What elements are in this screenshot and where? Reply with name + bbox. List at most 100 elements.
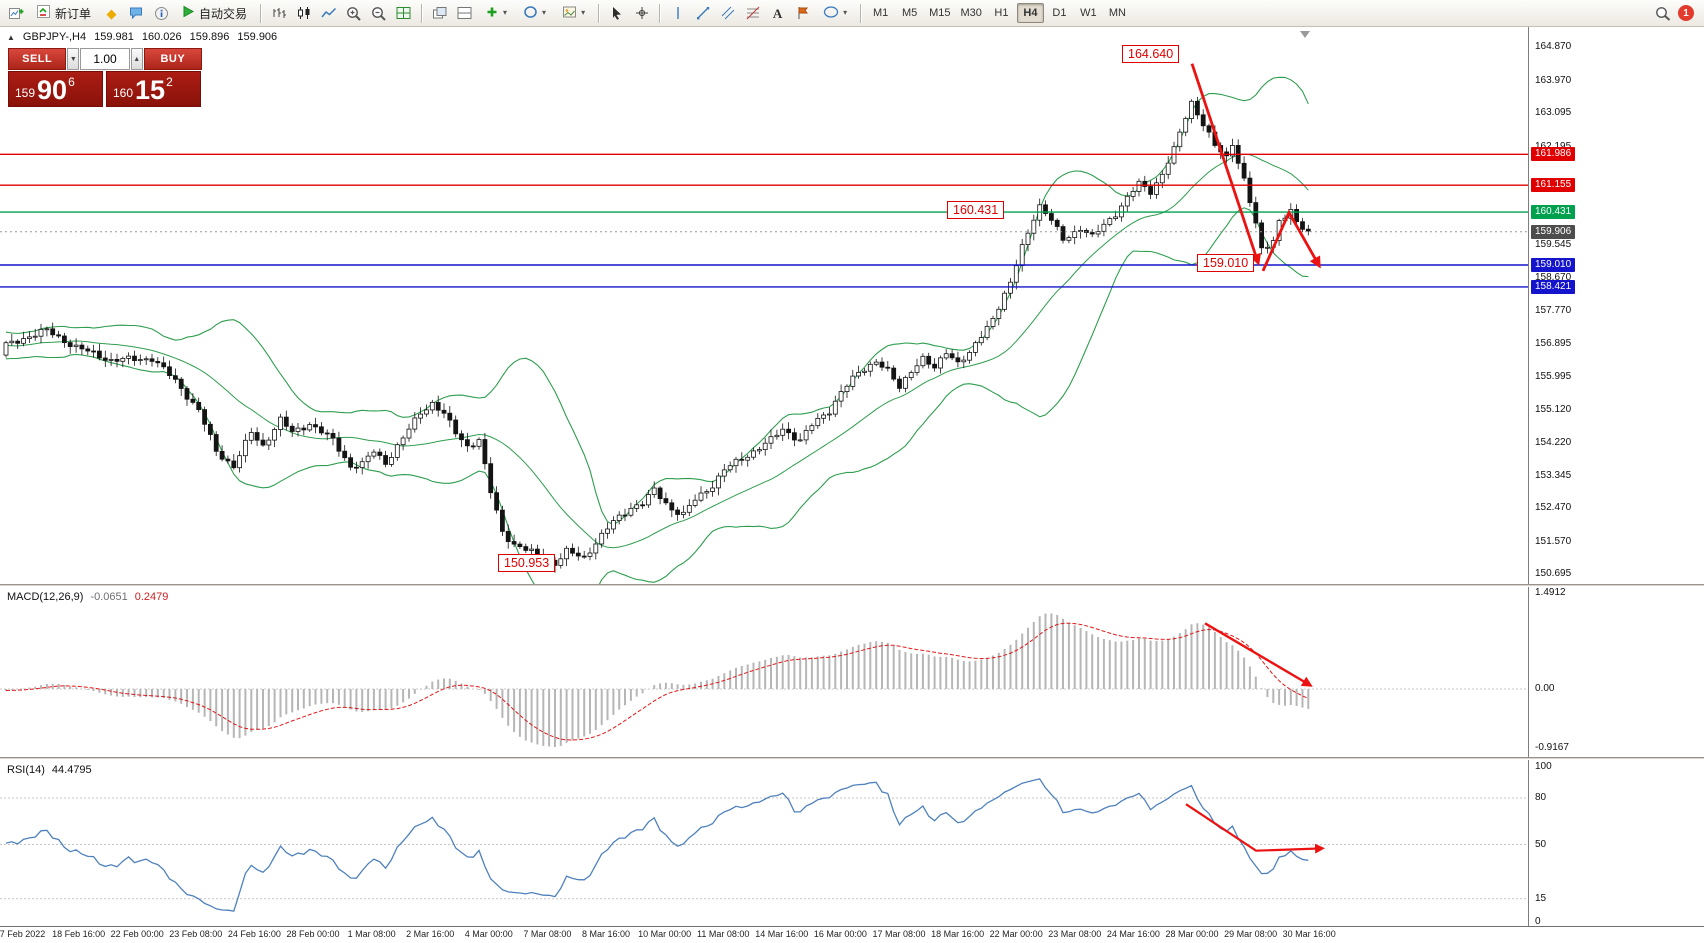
shapes-button[interactable]: ▾ — [816, 3, 854, 24]
chevron-down-icon: ▾ — [542, 8, 547, 17]
chart-annotation[interactable]: 150.953 — [498, 553, 556, 572]
text-tool-icon[interactable]: A — [772, 5, 783, 21]
trend-arrow[interactable] — [1185, 803, 1325, 854]
volume-increase-button[interactable]: ▲ — [130, 48, 143, 70]
auto-trading-label: 自动交易 — [199, 6, 248, 21]
price-tag: 159.010 — [1531, 258, 1576, 272]
panel-divider[interactable] — [0, 584, 1704, 587]
zoom-in-icon[interactable] — [342, 3, 365, 24]
ohlc-high: 160.026 — [141, 31, 182, 43]
toolbar-separator — [421, 3, 423, 23]
indicators-button[interactable]: ▾ — [478, 3, 514, 24]
new-chart-icon[interactable] — [4, 3, 27, 24]
objects-button[interactable]: ▾ — [555, 3, 592, 24]
timeframe-m15[interactable]: M15 — [929, 7, 951, 19]
price-axis-label: 157.770 — [1535, 305, 1572, 317]
timeframe-m1[interactable]: M1 — [872, 7, 889, 19]
cycles-icon — [523, 5, 538, 22]
time-axis-label: 18 Mar 16:00 — [931, 929, 985, 939]
ask-price[interactable]: 160 15 2 — [106, 71, 201, 107]
price-axis[interactable]: 164.870 163.970 163.095 162.195 159.545 158.6… — [1528, 27, 1704, 584]
play-icon — [182, 5, 195, 21]
timeframe-d1[interactable]: D1 — [1052, 7, 1067, 19]
crosshair-icon[interactable] — [630, 3, 653, 24]
trend-arrows[interactable] — [1190, 63, 1321, 272]
sell-button[interactable]: SELL — [8, 48, 67, 70]
time-axis[interactable]: 17 Feb 2022 18 Feb 16:00 22 Feb 00:00 23 Fe… — [0, 926, 1704, 943]
chart-expander-icon[interactable]: ▲ — [7, 32, 15, 42]
rsi-label: RSI(14) 44.4795 — [7, 764, 92, 776]
auto-trading-button[interactable]: 自动交易 — [175, 3, 254, 24]
macd-signal-line — [5, 622, 1309, 741]
macd-chart[interactable] — [0, 587, 1528, 757]
search-icon[interactable] — [1651, 3, 1674, 24]
new-order-button[interactable]: 新订单 — [29, 3, 98, 24]
channel-tool-icon[interactable] — [716, 3, 739, 24]
price-axis-label: 163.970 — [1535, 74, 1572, 86]
price-tag: 159.906 — [1531, 224, 1576, 239]
time-axis-label: 22 Mar 00:00 — [989, 929, 1043, 939]
bid-price[interactable]: 159 90 6 — [8, 71, 103, 107]
ask-prefix: 160 — [113, 86, 134, 100]
vertical-line-tool-icon[interactable] — [666, 3, 689, 24]
time-axis-label: 2 Mar 16:00 — [406, 929, 455, 939]
price-axis-label: 152.470 — [1535, 502, 1572, 514]
rsi-axis[interactable]: 100 80 50 15 0 — [1528, 760, 1704, 927]
price-tag: 161.155 — [1531, 178, 1576, 193]
bar-chart-type-icon[interactable] — [267, 3, 290, 24]
label-tool-icon[interactable] — [791, 3, 814, 24]
cursor-icon[interactable] — [605, 3, 628, 24]
timeframe-m5[interactable]: M5 — [901, 7, 918, 19]
volume-input[interactable] — [81, 52, 129, 66]
chat-icon[interactable] — [125, 3, 148, 24]
bollinger-bands — [5, 76, 1309, 584]
arrange-windows-icon[interactable] — [453, 3, 476, 24]
buy-button[interactable]: BUY — [143, 48, 202, 70]
timeframe-h4[interactable]: H4 — [1016, 3, 1044, 23]
toolbar-separator — [598, 3, 600, 23]
price-axis-label: 164.870 — [1535, 41, 1572, 52]
time-axis-label: 14 Mar 16:00 — [755, 929, 809, 939]
price-axis-label: 155.995 — [1535, 371, 1572, 383]
time-axis-label: 18 Feb 16:00 — [52, 929, 106, 939]
toolbar-separator — [260, 3, 262, 23]
price-axis-label: 162.195 — [1535, 140, 1572, 152]
tile-windows-icon[interactable] — [392, 3, 415, 24]
zoom-out-icon[interactable] — [367, 3, 390, 24]
timeframe-h1[interactable]: H1 — [994, 7, 1009, 19]
volume-decrease-button[interactable]: ▼ — [67, 48, 80, 70]
notification-badge[interactable]: 1 — [1678, 5, 1694, 21]
macd-axis-label: 0.00 — [1535, 683, 1555, 694]
candlestick-chart[interactable] — [0, 27, 1528, 584]
diamond-icon[interactable]: ◆ — [106, 5, 117, 21]
chevron-down-icon: ▾ — [843, 8, 848, 17]
line-chart-type-icon[interactable] — [317, 3, 340, 24]
trend-arrow[interactable] — [1204, 622, 1313, 687]
chart-shift-marker[interactable] — [1300, 31, 1310, 38]
price-axis-label: 159.545 — [1535, 239, 1572, 251]
template-image-icon — [562, 5, 577, 22]
macd-axis[interactable]: 1.4912 0.00 -0.9167 — [1528, 587, 1704, 757]
main-chart-panel[interactable]: 164.640 160.431 159.010 150.953 ▲ GBPJPY-,H… — [0, 27, 1704, 584]
fibonacci-tool-icon[interactable] — [741, 3, 764, 24]
timeframe-mn[interactable]: MN — [1108, 7, 1126, 19]
horizontal-levels[interactable] — [0, 153, 1528, 288]
trendline-tool-icon[interactable] — [691, 3, 714, 24]
timeframe-m30[interactable]: M30 — [960, 7, 982, 19]
rsi-chart[interactable] — [0, 760, 1528, 926]
rsi-panel[interactable]: RSI(14) 44.4795 100 80 50 15 0 — [0, 760, 1704, 927]
cascade-windows-icon[interactable] — [428, 3, 451, 24]
chart-annotation[interactable]: 159.010 — [1197, 254, 1255, 272]
info-icon[interactable] — [150, 3, 173, 24]
chart-annotation[interactable]: 164.640 — [1122, 44, 1180, 63]
candle-chart-type-icon[interactable] — [292, 3, 315, 24]
cycles-button[interactable]: ▾ — [516, 3, 553, 24]
panel-divider[interactable] — [0, 757, 1704, 760]
chart-annotation[interactable]: 160.431 — [947, 201, 1005, 220]
macd-panel[interactable]: MACD(12,26,9) -0.0651 0.2479 1.4912 0.00 -… — [0, 587, 1704, 757]
time-axis-label: 16 Mar 00:00 — [813, 929, 867, 939]
rsi-axis-label: 80 — [1535, 792, 1547, 803]
timeframe-w1[interactable]: W1 — [1080, 7, 1097, 19]
